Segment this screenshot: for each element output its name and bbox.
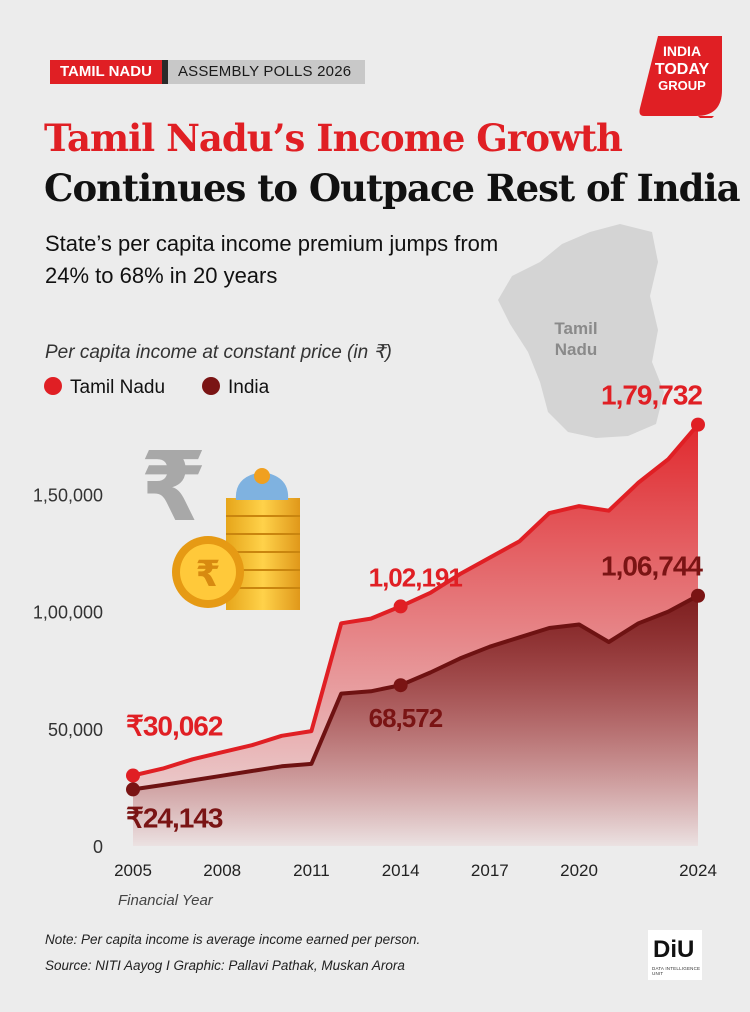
data-point <box>126 782 140 797</box>
data-point <box>691 417 705 432</box>
legend-label-tamil-nadu: Tamil Nadu <box>70 377 165 398</box>
x-tick-label: 2017 <box>471 861 509 880</box>
logo-line-3: GROUP <box>658 78 706 93</box>
map-label-line-2: Nadu <box>555 340 598 359</box>
area-india <box>133 595 698 846</box>
data-label: ₹24,143 <box>126 802 223 833</box>
legend-label-india: India <box>228 377 270 398</box>
logo-line-1: INDIA <box>663 43 701 59</box>
data-point <box>691 588 705 603</box>
y-tick-label: 1,50,000 <box>33 485 103 505</box>
line-tamil-nadu <box>131 422 700 778</box>
y-tick-label: 1,00,000 <box>33 603 103 623</box>
footnote: Note: Per capita income is average incom… <box>45 932 421 947</box>
legend-marker-tamil-nadu <box>44 377 62 395</box>
tamil-nadu-map-icon <box>498 224 664 438</box>
data-label: 1,79,732 <box>601 380 702 411</box>
data-point <box>393 599 408 614</box>
y-axis-label: Per capita income at constant price (in … <box>45 342 392 363</box>
header-tags: TAMIL NADU ASSEMBLY POLLS 2026 <box>50 60 366 84</box>
diu-logo-subtext: DATA INTELLIGENCE UNIT <box>652 966 701 976</box>
source-credit: Source: NITI Aayog I Graphic: Pallavi Pa… <box>45 958 405 973</box>
x-tick-label: 2024 <box>679 861 717 880</box>
data-label: 68,572 <box>369 703 443 733</box>
data-point <box>126 768 140 783</box>
x-tick-label: 2008 <box>203 861 241 880</box>
event-tag: ASSEMBLY POLLS 2026 <box>167 60 366 84</box>
logo-line-2: TODAY <box>655 61 710 78</box>
legend-marker-india <box>202 377 220 395</box>
x-axis: 2005 2008 2011 2014 2017 2020 2024 <box>114 861 717 880</box>
x-axis-label: Financial Year <box>118 892 214 909</box>
diu-logo-text: DiU <box>653 936 695 963</box>
rupee-coins-illustration: ₹ ₹ <box>140 431 300 610</box>
y-axis: 0 50,000 1,00,000 1,50,000 <box>33 485 103 857</box>
series-layer <box>131 422 700 846</box>
title-line-2: Continues to Outpace Rest of India <box>44 166 741 210</box>
diu-logo: DiU DATA INTELLIGENCE UNIT <box>648 930 702 980</box>
state-tag: TAMIL NADU <box>50 60 162 84</box>
x-tick-label: 2005 <box>114 861 152 880</box>
tag-separator <box>161 60 168 84</box>
points-layer <box>126 417 705 797</box>
x-tick-label: 2020 <box>560 861 598 880</box>
data-label: 1,06,744 <box>601 551 703 582</box>
data-label: ₹30,062 <box>126 711 223 742</box>
y-tick-label: 0 <box>93 837 103 857</box>
india-today-logo: INDIA TODAY GROUP <box>639 36 722 118</box>
data-labels: ₹30,062 ₹24,143 1,02,191 68,572 1,79,732 1,06… <box>126 380 704 834</box>
y-tick-label: 50,000 <box>48 720 103 740</box>
title-line-1: Tamil Nadu’s Income Growth <box>44 116 623 160</box>
svg-text:₹: ₹ <box>195 554 220 595</box>
map-label-line-1: Tamil <box>554 319 597 338</box>
x-tick-label: 2011 <box>293 861 330 880</box>
line-india <box>131 593 700 792</box>
data-point <box>393 678 408 693</box>
svg-text:₹: ₹ <box>140 431 207 543</box>
data-label: 1,02,191 <box>369 562 463 592</box>
x-tick-label: 2014 <box>382 861 420 880</box>
subtitle: State’s per capita income premium jumps … <box>45 231 499 288</box>
